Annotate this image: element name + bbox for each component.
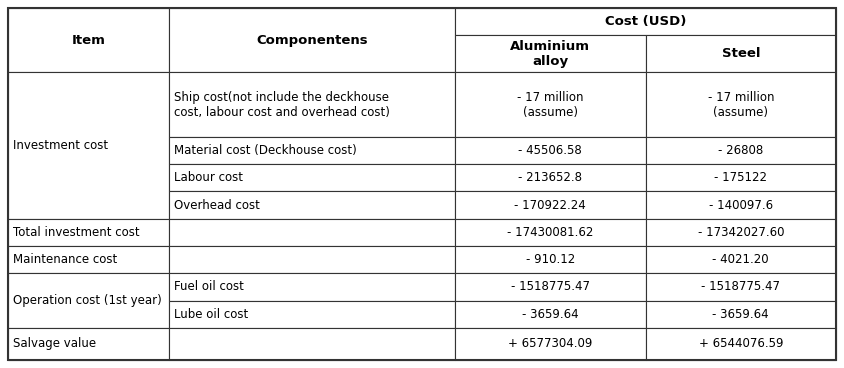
Text: Total investment cost: Total investment cost: [13, 226, 139, 239]
Text: Item: Item: [72, 34, 106, 47]
Text: Fuel oil cost: Fuel oil cost: [175, 280, 244, 293]
Text: - 3659.64: - 3659.64: [522, 308, 579, 321]
Bar: [455, 246, 646, 273]
Bar: [8, 273, 170, 328]
Text: - 4021.20: - 4021.20: [712, 253, 769, 266]
Bar: [455, 72, 646, 137]
Text: - 17 million
(assume): - 17 million (assume): [707, 91, 774, 118]
Text: Ship cost(not include the deckhouse
cost, labour cost and overhead cost): Ship cost(not include the deckhouse cost…: [175, 91, 390, 118]
Text: Aluminium
alloy: Aluminium alloy: [511, 40, 590, 68]
Text: Labour cost: Labour cost: [175, 171, 243, 184]
Text: - 1518775.47: - 1518775.47: [701, 280, 781, 293]
Text: - 213652.8: - 213652.8: [518, 171, 582, 184]
Bar: [455, 301, 646, 328]
Bar: [646, 273, 836, 301]
Text: - 45506.58: - 45506.58: [518, 144, 582, 157]
Bar: [646, 35, 836, 72]
Text: + 6544076.59: + 6544076.59: [699, 337, 783, 350]
Bar: [646, 246, 836, 273]
Text: - 26808: - 26808: [718, 144, 764, 157]
Bar: [8, 328, 170, 360]
Bar: [170, 8, 455, 72]
Bar: [170, 273, 455, 301]
Bar: [8, 72, 170, 219]
Bar: [646, 328, 836, 360]
Bar: [170, 219, 455, 246]
Bar: [455, 219, 646, 246]
Text: Lube oil cost: Lube oil cost: [175, 308, 249, 321]
Bar: [455, 191, 646, 219]
Text: - 1518775.47: - 1518775.47: [511, 280, 590, 293]
Text: - 17342027.60: - 17342027.60: [697, 226, 784, 239]
Bar: [8, 219, 170, 246]
Bar: [8, 246, 170, 273]
Text: - 170922.24: - 170922.24: [515, 199, 587, 212]
Text: - 17 million
(assume): - 17 million (assume): [517, 91, 583, 118]
Bar: [170, 246, 455, 273]
Text: Maintenance cost: Maintenance cost: [13, 253, 117, 266]
Text: - 910.12: - 910.12: [526, 253, 575, 266]
Bar: [170, 328, 455, 360]
Bar: [170, 301, 455, 328]
Bar: [455, 137, 646, 164]
Text: Overhead cost: Overhead cost: [175, 199, 260, 212]
Text: - 17430081.62: - 17430081.62: [507, 226, 593, 239]
Bar: [646, 219, 836, 246]
Text: Steel: Steel: [722, 47, 760, 60]
Bar: [646, 301, 836, 328]
Text: Cost (USD): Cost (USD): [605, 15, 686, 28]
Bar: [170, 191, 455, 219]
Bar: [170, 137, 455, 164]
Bar: [455, 328, 646, 360]
Text: + 6577304.09: + 6577304.09: [508, 337, 592, 350]
Bar: [170, 72, 455, 137]
Bar: [455, 164, 646, 191]
Bar: [646, 164, 836, 191]
Bar: [455, 273, 646, 301]
Text: - 3659.64: - 3659.64: [712, 308, 769, 321]
Text: Componentens: Componentens: [257, 34, 368, 47]
Text: - 140097.6: - 140097.6: [709, 199, 773, 212]
Text: Salvage value: Salvage value: [13, 337, 96, 350]
Bar: [455, 8, 836, 35]
Text: Investment cost: Investment cost: [13, 139, 108, 152]
Text: Material cost (Deckhouse cost): Material cost (Deckhouse cost): [175, 144, 357, 157]
Text: Operation cost (1st year): Operation cost (1st year): [13, 294, 162, 307]
Bar: [455, 35, 646, 72]
Text: - 175122: - 175122: [714, 171, 767, 184]
Bar: [646, 191, 836, 219]
Bar: [170, 164, 455, 191]
Bar: [8, 8, 170, 72]
Bar: [646, 72, 836, 137]
Bar: [646, 137, 836, 164]
